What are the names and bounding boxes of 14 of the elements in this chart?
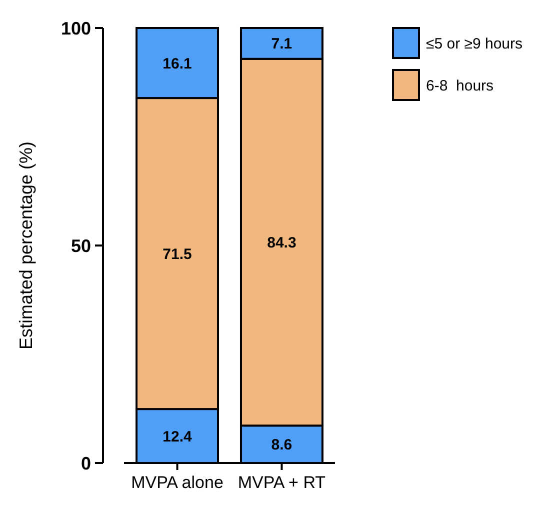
data-label: 12.4 [162, 428, 193, 446]
y-tick-label: 50 [70, 236, 91, 256]
data-label: 8.6 [271, 436, 292, 454]
legend-label: 6-8 hours [426, 77, 494, 94]
data-label: 7.1 [271, 36, 292, 53]
x-tick-label: MVPA + RT [238, 473, 326, 492]
y-tick-label: 100 [60, 18, 91, 38]
y-axis-title: Estimated percentage (%) [16, 141, 36, 350]
data-label: 16.1 [162, 55, 192, 72]
y-tick-label: 0 [80, 453, 91, 474]
legend-label: ≤5 or ≥9 hours [426, 35, 523, 52]
data-label: 84.3 [267, 234, 296, 252]
data-label: 71.5 [162, 246, 192, 263]
x-tick-label: MVPA alone [131, 473, 224, 492]
